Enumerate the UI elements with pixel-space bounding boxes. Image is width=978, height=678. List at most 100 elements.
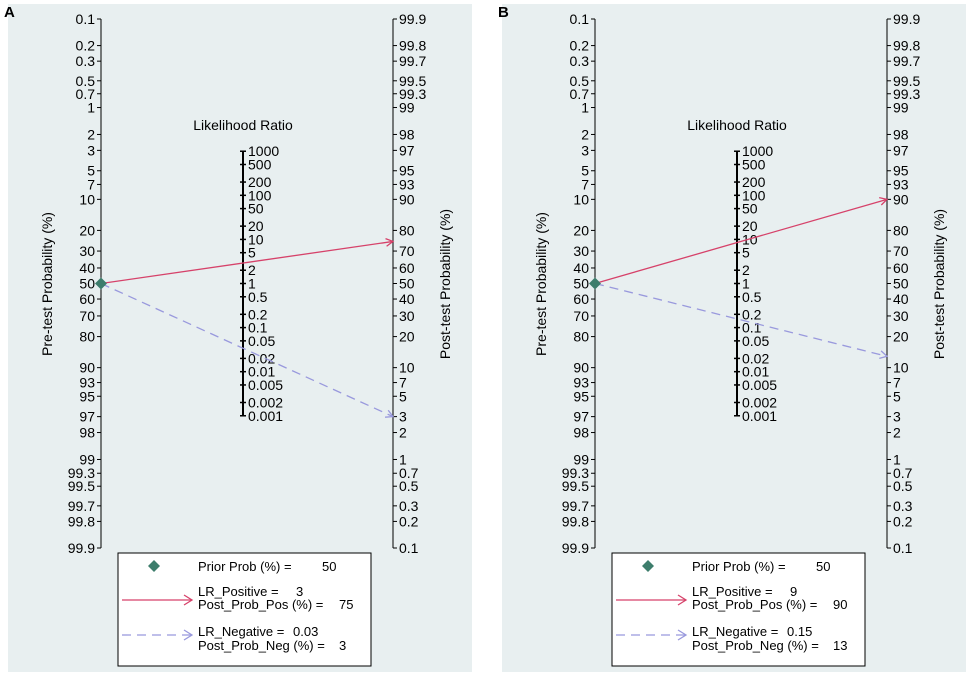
legend-post-neg-value: 13	[833, 638, 847, 653]
pre-test-tick-label: 3	[87, 142, 95, 158]
pre-test-tick-label: 7	[581, 176, 589, 192]
post-test-tick-label: 80	[893, 222, 909, 238]
pre-test-tick-label: 20	[573, 222, 589, 238]
pre-test-tick-label: 99.8	[562, 513, 589, 529]
pre-test-tick-label: 99.9	[68, 540, 95, 556]
lr-tick-label: 20	[742, 218, 758, 234]
pre-test-tick-label: 60	[79, 291, 95, 307]
negative-lr-line-arrowhead	[879, 350, 889, 359]
prior-prob-marker	[95, 277, 107, 290]
pre-test-tick-label: 2	[87, 126, 95, 142]
post-test-tick-label: 0.7	[893, 465, 913, 481]
post-test-tick-label: 3	[399, 409, 407, 425]
post-test-tick-label: 90	[893, 191, 909, 207]
lr-tick-label: 5	[742, 245, 750, 261]
post-test-tick-label: 99.8	[893, 38, 920, 54]
post-test-tick-label: 70	[893, 243, 909, 259]
lr-tick-label: 2	[248, 262, 256, 278]
lr-tick-label: 1000	[248, 143, 279, 159]
pre-test-tick-label: 20	[79, 222, 95, 238]
pre-test-tick-label: 30	[79, 243, 95, 259]
pre-test-tick-label: 7	[87, 176, 95, 192]
post-test-tick-label: 40	[399, 291, 415, 307]
legend-negative-arrowhead	[183, 629, 194, 641]
pre-test-tick-label: 99.9	[562, 540, 589, 556]
negative-lr-line-arrowhead	[384, 409, 395, 418]
pre-test-tick-label: 3	[581, 142, 589, 158]
legend-positive-arrowhead	[677, 594, 688, 606]
legend-prior-label: Prior Prob (%) =	[198, 559, 292, 574]
panel-label: A	[4, 4, 15, 21]
pre-test-tick-label: 5	[581, 163, 589, 179]
pre-test-tick-label: 93	[79, 375, 95, 391]
pre-test-tick-label: 5	[87, 163, 95, 179]
post-test-tick-label: 40	[893, 291, 909, 307]
pre-test-tick-label: 98	[573, 425, 589, 441]
legend-prior-value: 50	[322, 559, 336, 574]
pre-test-tick-label: 95	[573, 388, 589, 404]
legend-post-neg-value: 3	[339, 638, 346, 653]
pre-test-tick-label: 99	[79, 451, 95, 467]
post-test-tick-label: 60	[893, 260, 909, 276]
pre-test-tick-label: 40	[79, 260, 95, 276]
lr-tick-label: 100	[248, 187, 272, 203]
pre-test-tick-label: 97	[573, 409, 589, 425]
legend-box	[611, 552, 866, 667]
lr-tick-label: 1	[742, 276, 750, 292]
legend-prior-label: Prior Prob (%) =	[692, 559, 786, 574]
legend-box	[117, 552, 372, 667]
post-test-tick-label: 99.3	[893, 86, 920, 102]
lr-tick-label: 0.02	[742, 350, 769, 366]
post-test-tick-label: 0.5	[399, 478, 419, 494]
nomogram-svg-a: 0.10.20.30.50.71235710203040506070809093…	[8, 4, 472, 672]
pre-test-tick-label: 1	[87, 100, 95, 116]
lr-tick-label: 0.02	[248, 350, 275, 366]
legend-lr-negative-label: LR_Negative =	[198, 624, 284, 639]
pre-test-tick-label: 80	[573, 329, 589, 345]
lr-axis-title: Likelihood Ratio	[687, 117, 787, 133]
lr-tick-label: 0.5	[248, 289, 268, 305]
pre-test-tick-label: 0.5	[76, 73, 96, 89]
lr-tick-label: 500	[248, 157, 272, 173]
lr-tick-label: 0.1	[248, 320, 268, 336]
post-test-tick-label: 7	[893, 375, 901, 391]
lr-tick-label: 500	[742, 157, 766, 173]
positive-lr-line	[100, 240, 394, 285]
lr-tick-label: 0.01	[742, 364, 769, 380]
post-test-tick-label: 99.3	[399, 86, 426, 102]
lr-tick-label: 10	[248, 231, 264, 247]
post-test-tick-label: 1	[893, 451, 901, 467]
post-test-tick-label: 93	[399, 176, 415, 192]
post-test-tick-label: 98	[399, 126, 415, 142]
lr-tick-label: 0.001	[742, 408, 777, 424]
pre-test-tick-label: 97	[79, 409, 95, 425]
post-test-tick-label: 2	[399, 425, 407, 441]
post-test-tick-label: 3	[893, 409, 901, 425]
post-test-tick-label: 93	[893, 176, 909, 192]
lr-tick-label: 50	[248, 201, 264, 217]
pre-test-tick-label: 0.3	[76, 53, 96, 69]
pre-test-tick-label: 98	[79, 425, 95, 441]
post-test-tick-label: 5	[399, 388, 407, 404]
legend-lr-positive-value: 3	[296, 584, 303, 599]
pre-test-tick-label: 99.5	[562, 478, 589, 494]
pre-test-tick-label: 60	[573, 291, 589, 307]
nomogram-svg-b: 0.10.20.30.50.71235710203040506070809093…	[502, 4, 966, 672]
pre-test-tick-label: 99	[573, 451, 589, 467]
lr-tick-label: 0.005	[742, 377, 777, 393]
post-test-tick-label: 99.5	[893, 73, 920, 89]
pre-test-tick-label: 1	[581, 100, 589, 116]
pre-test-tick-label: 70	[573, 308, 589, 324]
legend-post-pos-value: 75	[339, 597, 353, 612]
post-test-tick-label: 99.9	[399, 11, 426, 27]
legend-prior-marker	[642, 560, 654, 572]
post-test-tick-label: 0.1	[893, 540, 913, 556]
pre-test-tick-label: 90	[573, 360, 589, 376]
legend-post-pos-value: 90	[833, 597, 847, 612]
post-test-tick-label: 10	[893, 360, 909, 376]
nomogram-panel-b: 0.1 0.2 0.3 0.5 0.7 1 2 3 5 7 10 20 30 40 50 60 70 80 90 93…	[494, 0, 974, 678]
post-test-tick-label: 0.3	[399, 498, 419, 514]
pre-test-tick-label: 10	[79, 191, 95, 207]
lr-tick-label: 0.05	[742, 333, 769, 349]
legend-lr-negative-value: 0.03	[293, 624, 318, 639]
